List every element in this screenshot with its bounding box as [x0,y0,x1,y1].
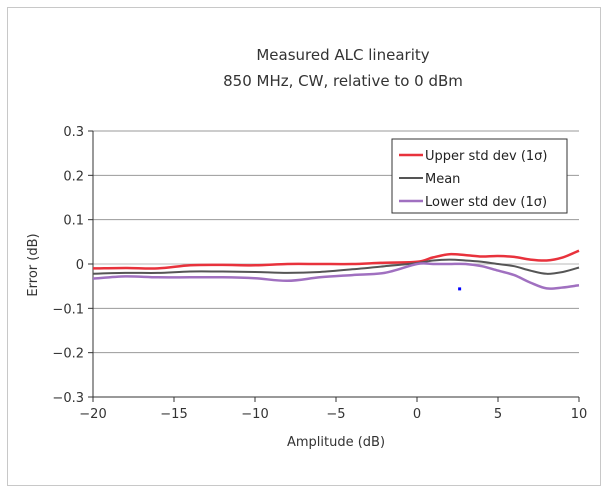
x-tick-label-5: 5 [494,407,502,422]
x-tick-label-0: −20 [79,407,106,422]
series-line-lower-std-dev [92,262,580,290]
x-tick-label-2: −10 [241,407,268,422]
legend-label-mean: Mean [425,172,460,187]
y-tick-label-4: −0.1 [52,302,84,317]
x-tick-label-6: 10 [571,407,588,422]
y-tick-label-3: 0 [76,258,84,273]
legend-label-upper: Upper std dev (1σ) [425,149,547,164]
x-tick-labels: −20 −15 −10 −5 0 5 10 [79,407,587,422]
y-tick-label-5: −0.2 [52,347,84,362]
stray-data-point [458,287,462,291]
y-tick-label-2: 0.1 [63,214,84,229]
series-lines [92,249,580,290]
legend-label-lower: Lower std dev (1σ) [425,195,547,210]
y-tick-labels: 0.3 0.2 0.1 0 −0.1 −0.2 −0.3 [52,125,84,406]
series-line-upper-std-dev [92,249,580,270]
axes [92,131,580,402]
x-tick-label-1: −15 [160,407,187,422]
chart-title: Measured ALC linearity [256,46,429,64]
legend: Upper std dev (1σ) Mean Lower std dev (1… [391,138,568,214]
y-tick-label-1: 0.2 [63,169,84,184]
chart-subtitle: 850 MHz, CW, relative to 0 dBm [223,72,463,90]
x-tick-label-3: −5 [326,407,345,422]
y-tick-label-6: −0.3 [52,391,84,406]
chart-frame [7,7,601,486]
y-tick-label-0: 0.3 [63,125,84,140]
x-axis-label: Amplitude (dB) [287,435,385,450]
x-tick-label-4: 0 [413,407,421,422]
y-axis-label: Error (dB) [26,233,41,296]
stray-point [458,287,462,291]
